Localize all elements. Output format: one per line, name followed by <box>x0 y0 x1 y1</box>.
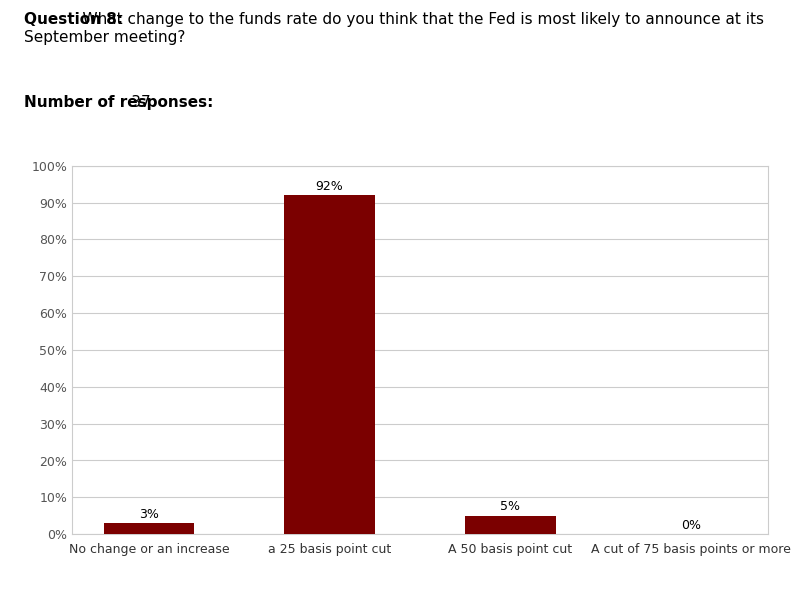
Text: Question 8:: Question 8: <box>24 12 123 27</box>
Text: 0%: 0% <box>681 519 701 532</box>
Bar <box>285 195 375 534</box>
Text: 3%: 3% <box>139 508 158 521</box>
Text: 5%: 5% <box>500 500 520 513</box>
Text: Question 8:: Question 8: <box>0 613 1 614</box>
Bar <box>104 523 194 534</box>
Text: What change to the funds rate do you think that the Fed is most likely to announ: What change to the funds rate do you thi… <box>24 12 764 45</box>
Bar <box>465 516 555 534</box>
Text: 37: 37 <box>24 95 150 110</box>
Text: What change to the funds rate do you think that the Fed is most likely to announ: What change to the funds rate do you thi… <box>0 613 1 614</box>
Text: 92%: 92% <box>316 180 343 193</box>
Text: Number of responses:: Number of responses: <box>24 95 214 110</box>
